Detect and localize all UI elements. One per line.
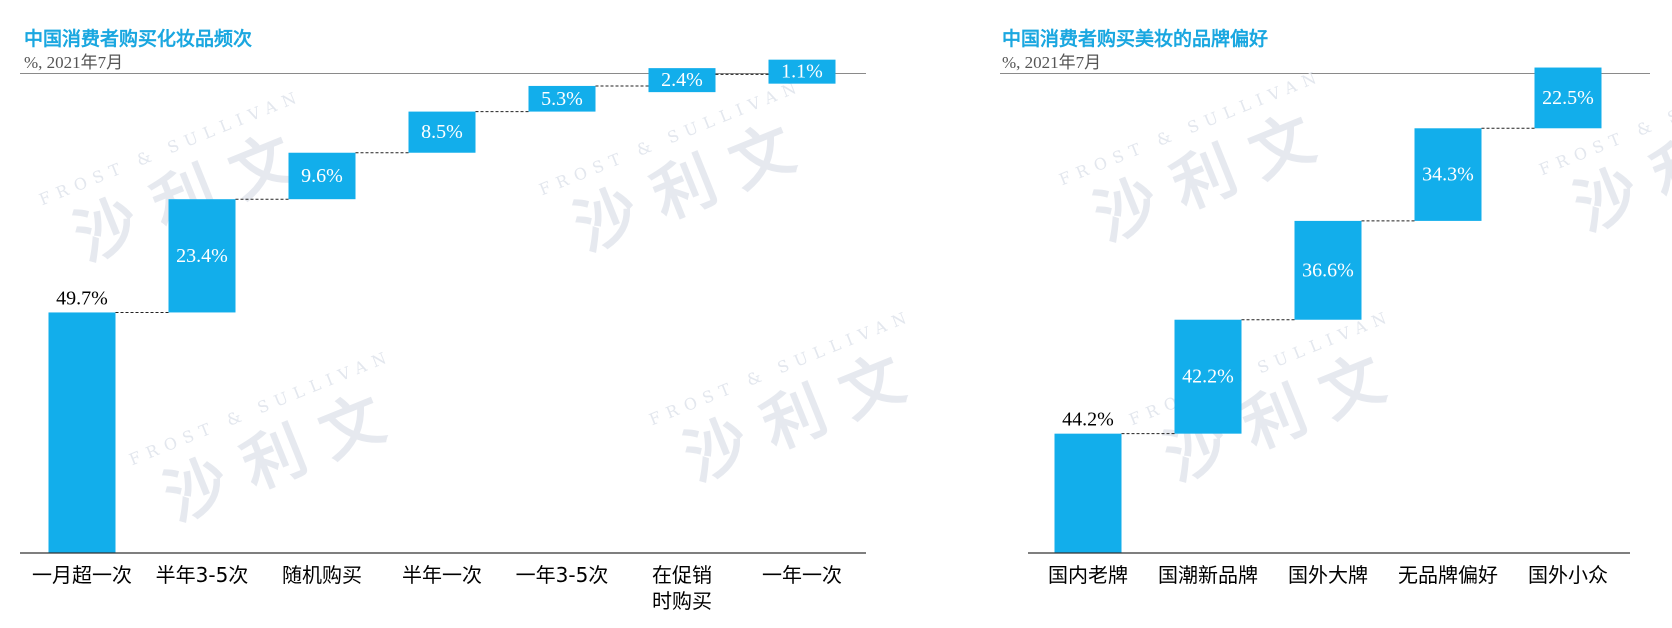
category-label: 一月超一次 [32,563,132,587]
data-label: 2.4% [661,69,703,91]
right-chart-subtitle: %, 2021年7月 [1002,53,1102,72]
data-label-bg [528,86,596,111]
data-label: 42.2% [1182,366,1234,388]
category-label: 半年3-5次 [156,563,249,587]
data-label: 22.5% [1542,87,1594,109]
data-label-bg [768,59,836,84]
category-label: 国潮新品牌 [1158,563,1258,587]
data-label: 8.5% [421,121,463,143]
bar [1294,220,1362,320]
chart-0-plot: 49.7% 一月超一次 23.4% 半年3-5次 9.6% 随机购买 8.5% 半年一次 5.3… [20,59,866,613]
data-label: 9.6% [301,165,343,187]
bar [168,199,236,313]
bar [1534,67,1602,129]
bar [1174,319,1242,434]
bar [1414,128,1482,221]
bar [1054,433,1122,553]
category-label: 随机购买 [282,563,362,587]
category-label: 半年一次 [402,563,482,587]
category-label: 在促销 [652,563,712,587]
category-label: 时购买 [652,589,712,613]
left-chart-title: 中国消费者购买化妆品频次 [24,28,253,50]
chart-1-plot: 44.2% 国内老牌 42.2% 国潮新品牌 36.6% 国外大牌 34.3% 无品牌偏好 22… [1028,67,1630,587]
data-label: 49.7% [56,287,108,309]
category-label: 国外小众 [1528,563,1608,587]
data-label: 36.6% [1302,259,1354,281]
data-label: 44.2% [1062,409,1114,431]
data-label: 1.1% [781,61,823,83]
right-chart-title: 中国消费者购买美妆的品牌偏好 [1002,28,1269,50]
right-chart-top-rule [1000,73,1650,74]
category-label: 一年3-5次 [516,563,609,587]
left-chart-top-rule [20,73,866,74]
data-label: 5.3% [541,88,583,110]
bar [288,152,356,200]
left-chart-subtitle: %, 2021年7月 [24,53,124,72]
category-label: 国内老牌 [1048,563,1128,587]
data-label-bg [648,68,716,93]
category-label: 无品牌偏好 [1398,563,1498,587]
bar [48,312,116,553]
data-label: 23.4% [176,245,228,267]
bar [408,111,476,153]
category-label: 一年一次 [762,563,842,587]
data-label: 34.3% [1422,164,1474,186]
category-label: 国外大牌 [1288,563,1368,587]
